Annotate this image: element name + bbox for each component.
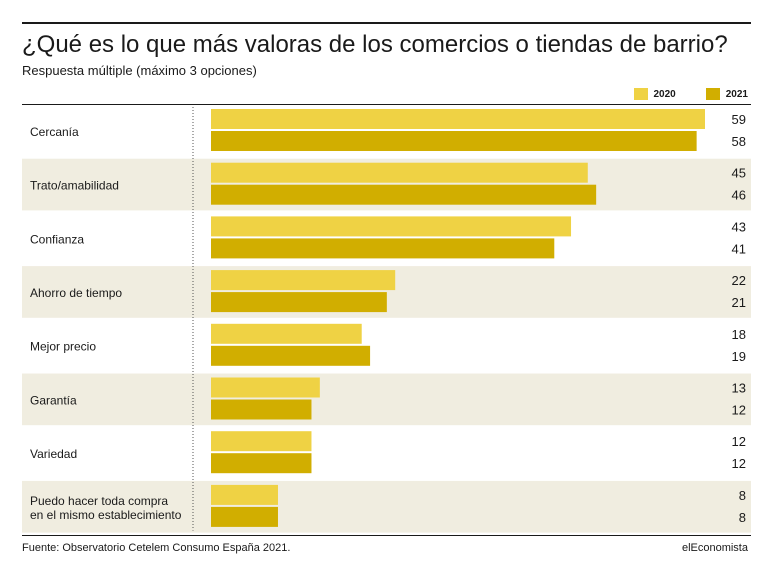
value-label-2021: 19 bbox=[732, 349, 746, 364]
value-label-2021: 8 bbox=[739, 510, 746, 525]
bar-2021 bbox=[211, 184, 597, 205]
category-label: Ahorro de tiempo bbox=[30, 286, 122, 300]
bar-2021 bbox=[211, 345, 371, 366]
value-label-2021: 12 bbox=[732, 456, 746, 471]
legend: 2020 2021 bbox=[604, 88, 748, 100]
category-label: Garantía bbox=[30, 393, 77, 407]
category-label: Trato/amabilidad bbox=[30, 179, 119, 193]
bar-2020 bbox=[211, 431, 312, 452]
category-label: Cercanía bbox=[30, 125, 79, 139]
brand-name: elEconomista bbox=[681, 542, 748, 554]
value-label-2020: 59 bbox=[732, 112, 746, 127]
value-label-2020: 12 bbox=[732, 434, 746, 449]
bar-2020 bbox=[211, 109, 705, 129]
category-label: Mejor precio bbox=[30, 340, 96, 354]
header-rule bbox=[22, 104, 751, 105]
value-label-2021: 41 bbox=[732, 241, 746, 256]
category-label: Puedo hacer toda compra bbox=[30, 494, 168, 508]
legend-swatch-2020 bbox=[633, 88, 648, 100]
bar-2020 bbox=[211, 484, 278, 505]
bar-2020 bbox=[211, 323, 362, 344]
category-label: Confianza bbox=[30, 232, 84, 246]
value-label-2020: 43 bbox=[732, 219, 746, 234]
source-note: Fuente: Observatorio Cetelem Consumo Esp… bbox=[22, 542, 291, 554]
value-label-2020: 8 bbox=[739, 488, 746, 503]
chart-title: ¿Qué es lo que más valoras de los comerc… bbox=[22, 31, 728, 58]
value-label-2021: 12 bbox=[732, 403, 746, 418]
bar-2021 bbox=[211, 131, 697, 151]
value-label-2021: 21 bbox=[732, 295, 746, 310]
value-label-2020: 45 bbox=[732, 166, 746, 181]
legend-swatch-2021 bbox=[705, 88, 720, 100]
row-band bbox=[22, 480, 751, 533]
chart-subtitle: Respuesta múltiple (máximo 3 opciones) bbox=[22, 63, 257, 78]
legend-label-2021: 2021 bbox=[725, 88, 748, 100]
value-label-2020: 18 bbox=[732, 327, 746, 342]
bar-2020 bbox=[211, 162, 588, 183]
value-label-2020: 13 bbox=[732, 381, 746, 396]
value-label-2021: 58 bbox=[732, 134, 746, 149]
value-label-2020: 22 bbox=[732, 273, 746, 288]
bar-2021 bbox=[211, 506, 278, 527]
bar-2021 bbox=[211, 238, 555, 259]
bar-2020 bbox=[211, 377, 320, 398]
bar-2021 bbox=[211, 399, 312, 420]
row-band bbox=[22, 373, 751, 426]
bar-2020 bbox=[211, 216, 572, 237]
value-label-2021: 46 bbox=[732, 188, 746, 203]
category-label: Variedad bbox=[30, 447, 77, 461]
top-rule bbox=[22, 22, 751, 24]
bar-2021 bbox=[211, 453, 312, 474]
category-label: en el mismo establecimiento bbox=[30, 508, 182, 522]
legend-item-2021: 2021 bbox=[705, 88, 748, 100]
bar-2021 bbox=[211, 292, 387, 313]
footer-rule bbox=[22, 535, 751, 536]
legend-label-2020: 2020 bbox=[653, 88, 676, 100]
bar-2020 bbox=[211, 270, 396, 291]
legend-item-2020: 2020 bbox=[633, 88, 676, 100]
